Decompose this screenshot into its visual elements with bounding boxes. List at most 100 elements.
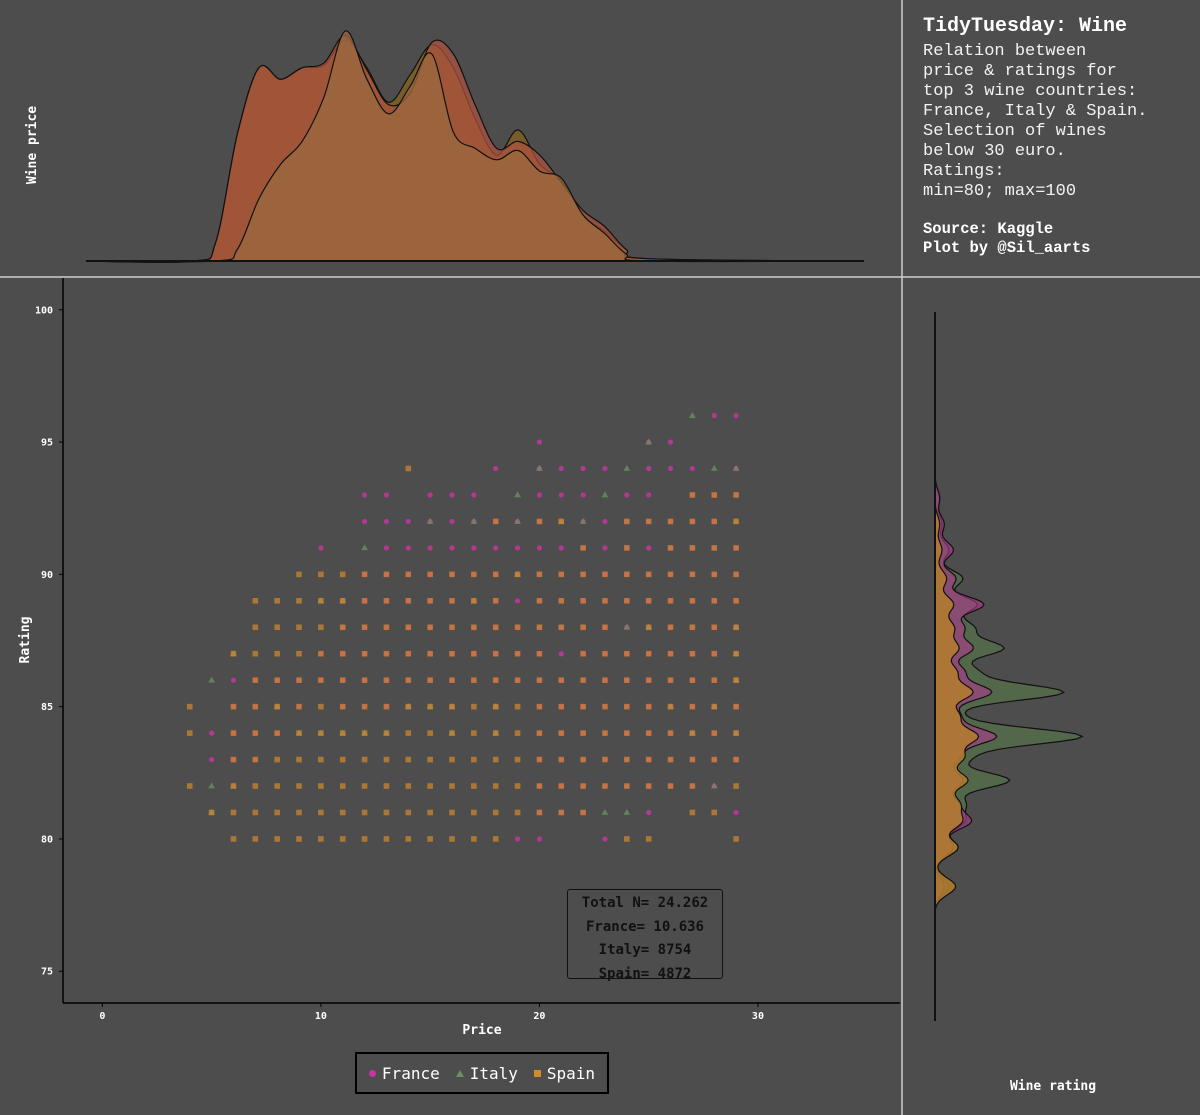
point-spain: [689, 571, 696, 578]
point-spain: [645, 677, 652, 683]
point-spain: [645, 518, 652, 525]
point-france: [471, 492, 477, 498]
point-spain: [339, 650, 346, 657]
point-spain: [208, 809, 215, 816]
point-spain: [296, 783, 302, 789]
point-spain: [427, 836, 433, 842]
point-spain: [405, 730, 412, 736]
point-france: [383, 518, 390, 525]
legend: France Italy Spain: [355, 1052, 609, 1094]
point-spain: [667, 518, 674, 525]
point-spain: [427, 809, 433, 816]
point-spain: [339, 809, 346, 816]
price-density-ylabel: Wine price: [25, 106, 40, 184]
source-label: Source: Kaggle: [923, 220, 1054, 238]
point-spain: [383, 677, 390, 683]
point-france: [230, 677, 237, 683]
point-spain: [624, 836, 630, 842]
point-spain: [536, 756, 543, 763]
sample-size-box: Total N= 24.262 France= 10.636 Italy= 87…: [567, 889, 723, 982]
point-spain: [492, 624, 499, 631]
point-spain: [339, 730, 346, 736]
point-spain: [711, 545, 718, 551]
point-france: [733, 809, 739, 816]
point-france: [733, 412, 739, 419]
point-spain: [471, 624, 477, 631]
legend-label-spain: Spain: [546, 1063, 596, 1083]
point-spain: [427, 756, 433, 763]
point-spain: [186, 730, 193, 736]
point-spain: [580, 730, 586, 736]
point-spain: [339, 756, 346, 763]
point-spain: [514, 703, 521, 710]
point-france: [514, 598, 521, 604]
point-spain: [318, 703, 324, 710]
point-spain: [252, 598, 259, 604]
point-spain: [296, 809, 302, 816]
point-spain: [514, 650, 521, 657]
point-spain: [602, 730, 608, 736]
point-france: [602, 518, 608, 525]
point-spain: [492, 571, 499, 578]
point-spain: [711, 703, 718, 710]
point-spain: [318, 677, 324, 683]
point-spain: [471, 783, 477, 789]
point-france: [209, 756, 215, 763]
point-spain: [252, 809, 259, 816]
point-spain: [405, 571, 412, 578]
point-spain: [667, 624, 674, 631]
point-spain: [536, 650, 543, 657]
point-spain: [318, 624, 324, 631]
point-france: [558, 492, 564, 498]
point-spain: [339, 677, 346, 683]
point-italy: [536, 464, 543, 471]
info-line: top 3 wine countries:: [923, 82, 1138, 101]
point-spain: [471, 677, 477, 683]
point-spain: [186, 783, 193, 789]
point-spain: [558, 624, 565, 631]
point-spain: [645, 783, 652, 789]
point-spain: [318, 650, 324, 657]
point-spain: [318, 783, 324, 789]
info-title: TidyTuesday: Wine: [923, 15, 1128, 38]
point-spain: [689, 598, 696, 604]
point-spain: [405, 809, 412, 816]
point-italy: [732, 464, 740, 471]
point-france: [711, 412, 717, 419]
point-spain: [645, 624, 652, 631]
point-spain: [624, 518, 630, 525]
point-spain: [383, 836, 390, 842]
point-spain: [274, 598, 280, 604]
point-italy: [710, 464, 718, 471]
point-spain: [624, 650, 630, 657]
point-france: [602, 836, 608, 842]
point-spain: [405, 677, 412, 683]
point-spain: [383, 650, 390, 657]
point-france: [536, 836, 543, 842]
point-spain: [580, 598, 586, 604]
circle-marker-icon: [368, 1069, 376, 1077]
point-spain: [667, 677, 674, 683]
point-spain: [514, 756, 521, 763]
point-spain: [427, 598, 433, 604]
point-spain: [492, 703, 499, 710]
point-spain: [733, 650, 739, 657]
point-spain: [471, 836, 477, 842]
point-spain: [733, 756, 739, 763]
point-spain: [580, 756, 586, 763]
point-spain: [252, 624, 259, 631]
point-spain: [580, 809, 586, 816]
point-spain: [711, 598, 718, 604]
point-spain: [580, 545, 586, 551]
point-spain: [514, 624, 521, 631]
point-spain: [405, 624, 412, 631]
point-italy: [601, 808, 609, 815]
point-spain: [449, 730, 455, 736]
point-france: [667, 465, 674, 472]
point-spain: [602, 703, 608, 710]
point-spain: [536, 730, 543, 736]
point-spain: [580, 650, 586, 657]
point-spain: [536, 809, 543, 816]
point-spain: [318, 809, 324, 816]
